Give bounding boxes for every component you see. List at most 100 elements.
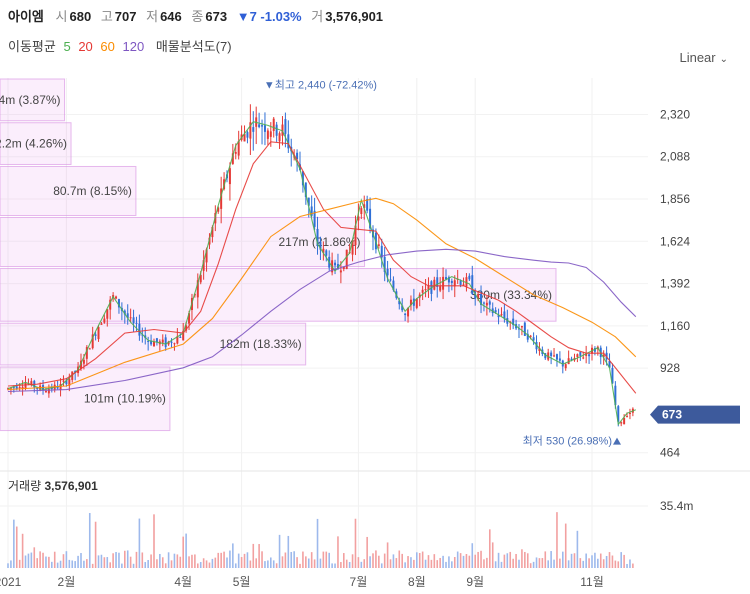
candle-body [459,280,462,286]
volume-bar [343,553,345,568]
volume-bar [261,551,263,568]
volume-bar [567,560,570,568]
volume-bar [436,560,439,568]
volume-bar [579,558,582,568]
volume-bar [62,554,65,568]
open-label: 시 [55,9,68,24]
volume-bar [229,550,231,568]
volume-bar [378,555,380,568]
volume-bar [30,552,33,568]
volume-bar [290,551,293,568]
current-price-label: 673 [662,408,682,422]
candle-body [88,348,91,350]
candle-body [523,322,526,336]
ma-legend-item-120[interactable]: 120 [122,39,145,54]
candle-body [199,274,202,283]
candle-body [82,359,85,364]
candle-body [47,389,50,394]
candle-body [287,134,290,149]
ma-line-60 [7,197,637,391]
candle-body [109,299,112,310]
volume-bar [255,558,257,568]
volume-bar [471,543,474,568]
candle-body [518,328,520,330]
x-tick-label: 7월 [350,575,368,589]
candle-body [307,197,310,206]
volume-bar [48,556,50,568]
volume-bar [74,561,76,568]
volume-bar [430,559,433,568]
ma-legend-item-20[interactable]: 20 [78,39,93,54]
candle-body [404,313,407,316]
volume-bar [126,550,129,568]
volume-bar [515,553,517,568]
candle-body [24,382,27,389]
volume-bar [401,553,403,568]
volume-profile-label: 330m (33.34%) [470,288,552,302]
scale-dropdown[interactable]: Linear ⌄ [679,50,728,65]
candle-body [439,286,442,291]
candle-body [334,262,337,266]
volume-bar [398,550,401,568]
volume-bar [33,547,36,568]
volume-profile-label: 38.4m (3.87%) [0,93,61,107]
volume-bar [124,550,126,568]
volume-bar [582,560,585,568]
volume-bar [602,559,605,568]
volume-bar [614,560,617,568]
volume-bar [80,553,82,568]
volume-bar [535,557,538,568]
volume-bar [258,544,260,568]
volume-bar [451,561,453,568]
volume-bar [500,561,503,568]
candle-body [471,275,474,295]
volume-bar [325,551,328,568]
open-value: 680 [69,9,92,24]
volume-bar [153,514,155,568]
ma-line-5 [7,121,637,426]
volume-bar [223,551,225,568]
volume-bar [503,554,506,568]
volume-bar [86,559,88,568]
volume-bar [532,561,535,568]
volume-bar [252,543,255,568]
ma-legend-item-60[interactable]: 60 [100,39,115,54]
candle-body [386,269,389,276]
volume-bar [307,558,310,568]
high-annotation: ▼최고 2,440 (-72.42%) [264,79,377,92]
volume-bar [547,560,549,568]
volume-bar [138,518,141,568]
volume-bar [36,558,38,568]
candle-body [220,188,223,209]
candle-body [246,132,249,138]
volume-bar [360,561,363,568]
candle-body [231,153,234,164]
candle-body [249,122,252,139]
volume-bar [465,554,468,568]
volume-bar [232,543,234,568]
volume-bar [27,553,30,568]
candle-body [608,361,611,368]
volume-bar [167,552,170,568]
ma-legend-item-5[interactable]: 5 [63,39,71,54]
candle-body [310,206,313,216]
candle-body [205,249,208,263]
candle-body [550,352,553,357]
candle-body [299,164,301,170]
candle-body [325,250,328,256]
volume-title-label: 거래량 [8,479,44,493]
volume-bar [573,553,576,568]
candle-body [153,341,155,347]
candle-body [369,208,372,229]
candle-body [234,152,237,154]
candle-body [351,240,354,255]
candle-body [345,249,348,269]
volume-bar [392,554,395,568]
volume-profile-toggle[interactable]: 매물분석도(7) [155,39,232,54]
volume-title-value: 3,576,901 [44,479,98,493]
volume-bar [576,530,579,568]
candle-body [30,381,33,385]
candle-body [611,367,614,384]
volume-bar [150,554,152,568]
